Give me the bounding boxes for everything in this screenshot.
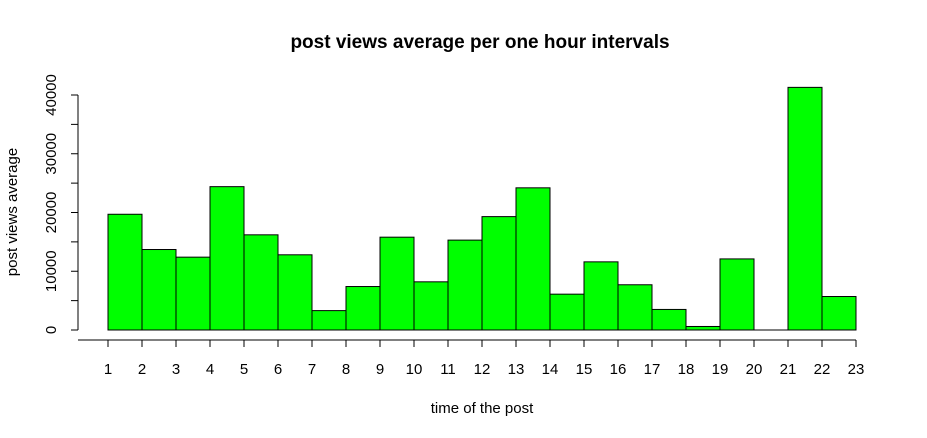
bar-4: [209, 186, 245, 331]
bar-22: [821, 296, 857, 331]
bar-14: [549, 293, 585, 331]
x-tick-label-15: 15: [576, 361, 593, 378]
x-tick-label-11: 11: [440, 361, 456, 378]
x-tick-label-19: 19: [712, 361, 729, 378]
bar-3: [175, 256, 211, 331]
x-tick-label-23: 23: [848, 361, 865, 378]
x-tick-label-17: 17: [644, 361, 661, 378]
bar-21: [787, 86, 823, 331]
x-tick-label-7: 7: [308, 361, 316, 378]
bar-5: [243, 234, 279, 331]
x-tick-label-5: 5: [240, 361, 248, 378]
bar-11: [447, 239, 483, 331]
bar-6: [277, 254, 313, 331]
bar-9: [379, 236, 415, 331]
y-tick-label-10000: 10000: [43, 250, 60, 292]
x-tick-label-20: 20: [746, 361, 763, 378]
x-tick-label-21: 21: [780, 361, 797, 378]
bar-18: [685, 325, 721, 331]
x-tick-label-12: 12: [474, 361, 491, 378]
x-tick-label-6: 6: [274, 361, 282, 378]
y-axis-label: post views average: [4, 148, 21, 276]
bar-16: [617, 284, 653, 331]
bar-1: [107, 213, 143, 331]
bars-group: [107, 86, 857, 331]
y-tick-label-0: 0: [43, 326, 60, 334]
x-tick-label-1: 1: [104, 361, 112, 378]
bar-15: [583, 261, 619, 331]
y-tick-label-20000: 20000: [43, 192, 60, 234]
bar-13: [515, 187, 551, 331]
x-tick-label-22: 22: [814, 361, 831, 378]
bar-8: [345, 286, 381, 331]
bar-10: [413, 281, 449, 331]
bar-17: [651, 308, 687, 331]
y-tick-label-40000: 40000: [43, 74, 60, 116]
x-tick-label-3: 3: [172, 361, 180, 378]
x-tick-label-14: 14: [542, 361, 559, 378]
y-axis: 0 10000 20000 30000 40000: [43, 74, 79, 334]
x-tick-label-16: 16: [610, 361, 627, 378]
x-tick-label-8: 8: [342, 361, 350, 378]
x-tick-label-9: 9: [376, 361, 384, 378]
x-axis-label: time of the post: [431, 400, 534, 417]
x-tick-label-13: 13: [508, 361, 525, 378]
x-tick-label-10: 10: [406, 361, 423, 378]
x-axis: 1 2 3 4 5 6 7 8 9 10 11 12 13 14 15 16 17 18 19 20 21 22 23: [78, 339, 865, 378]
bar-7: [311, 310, 347, 331]
bar-2: [141, 249, 177, 331]
bar-12: [481, 216, 517, 331]
x-tick-label-18: 18: [678, 361, 695, 378]
y-tick-label-30000: 30000: [43, 133, 60, 175]
x-tick-label-4: 4: [206, 361, 214, 378]
x-tick-label-2: 2: [138, 361, 146, 378]
chart-title: post views average per one hour interval…: [290, 32, 669, 53]
bar-19: [719, 258, 755, 331]
